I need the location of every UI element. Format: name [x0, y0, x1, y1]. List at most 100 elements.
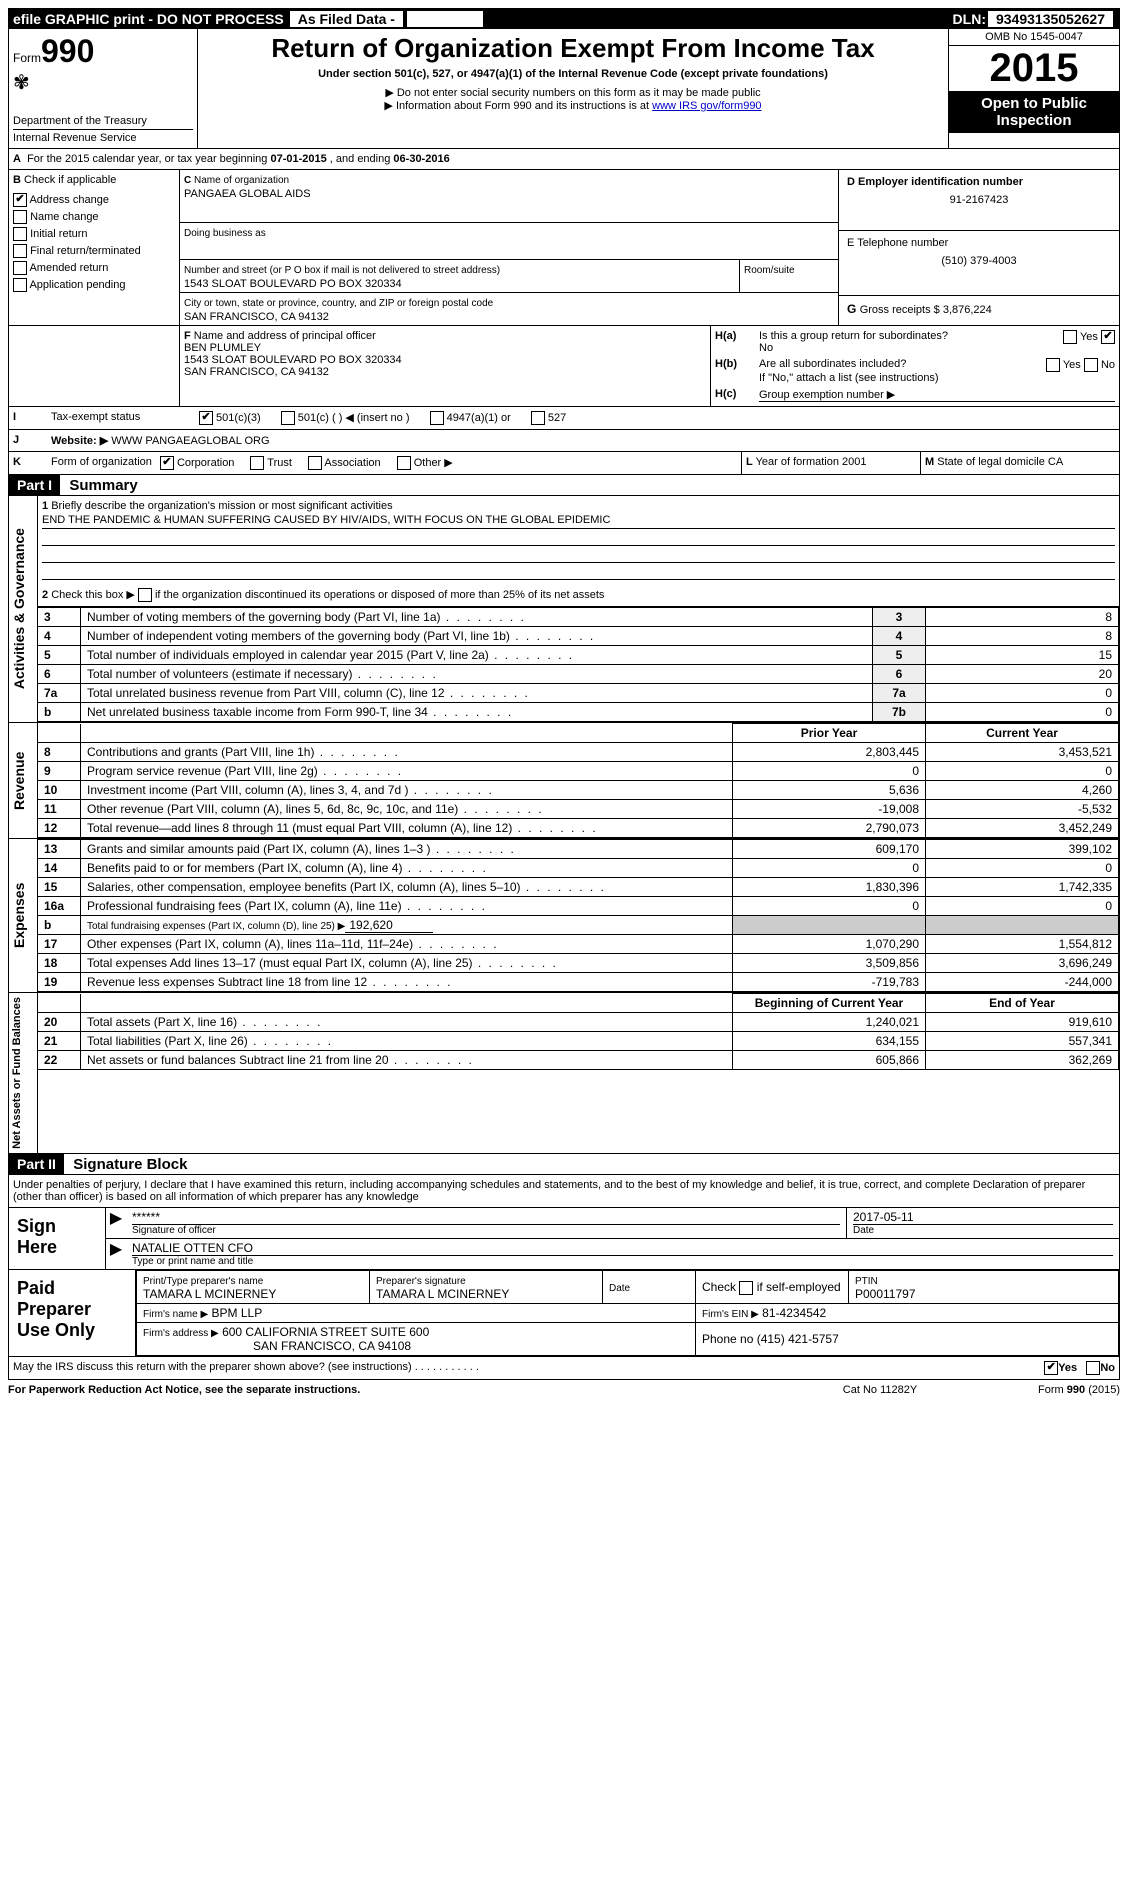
- line-a: A For the 2015 calendar year, or tax yea…: [9, 149, 1119, 170]
- firm-addr2: SAN FRANCISCO, CA 94108: [253, 1339, 411, 1353]
- b-checkbox[interactable]: [13, 227, 27, 241]
- l-label: L: [746, 456, 753, 468]
- open-to-public: Open to Public Inspection: [949, 91, 1119, 133]
- part2-header-row: Part II Signature Block: [9, 1154, 1119, 1175]
- k-checkbox[interactable]: [308, 456, 322, 470]
- q2-checkbox[interactable]: [138, 588, 152, 602]
- b-checkbox[interactable]: [13, 244, 27, 258]
- irs-label: Internal Revenue Service: [13, 129, 193, 144]
- hb-no-checkbox[interactable]: [1084, 358, 1098, 372]
- side-revenue-text: Revenue: [9, 723, 29, 838]
- b-item-label: Application pending: [29, 279, 125, 291]
- part2-title: Signature Block: [67, 1154, 193, 1175]
- q2: 2 Check this box ▶ if the organization d…: [38, 584, 1119, 607]
- line-a-end: 06-30-2016: [393, 153, 449, 165]
- sig-date: 2017-05-11: [853, 1210, 1113, 1224]
- officer-name: BEN PLUMLEY: [184, 342, 261, 354]
- part1-expenses: Expenses 13 Grants and similar amounts p…: [9, 838, 1119, 992]
- paid-preparer-label: Paid Preparer Use Only: [9, 1270, 136, 1356]
- part1-netassets: Net Assets or Fund Balances Beginning of…: [9, 992, 1119, 1154]
- f-label: F: [184, 330, 191, 342]
- self-employed-checkbox[interactable]: [739, 1281, 753, 1295]
- side-activities: Activities & Governance: [9, 496, 38, 722]
- part2-badge: Part II: [9, 1154, 64, 1174]
- officer-street: 1543 SLOAT BOULEVARD PO BOX 320334: [184, 354, 402, 366]
- i-checkbox[interactable]: [531, 411, 545, 425]
- tax-year: 2015: [949, 46, 1119, 91]
- firm-addr-label: Firm's address ▶: [143, 1328, 219, 1339]
- title-center: Return of Organization Exempt From Incom…: [198, 29, 949, 148]
- gross-receipts: Gross receipts $ 3,876,224: [860, 304, 992, 316]
- i-checkbox[interactable]: [430, 411, 444, 425]
- k-checkbox[interactable]: ✔: [160, 456, 174, 470]
- expenses-table: 13 Grants and similar amounts paid (Part…: [38, 839, 1119, 992]
- discuss-yes-checkbox[interactable]: ✔: [1044, 1361, 1058, 1375]
- section-f: F Name and address of principal officer …: [180, 326, 711, 406]
- c-name-label: Name of organization: [194, 175, 289, 186]
- fh-row: F Name and address of principal officer …: [9, 325, 1119, 406]
- b-item-label: Address change: [29, 194, 109, 206]
- side-netassets-text: Net Assets or Fund Balances: [9, 993, 25, 1153]
- k-checkbox[interactable]: [397, 456, 411, 470]
- i-checkbox[interactable]: ✔: [199, 411, 213, 425]
- form-subtitle: Under section 501(c), 527, or 4947(a)(1)…: [202, 68, 944, 80]
- b-checkbox[interactable]: [13, 210, 27, 224]
- footer-right: Form 990 (2015): [960, 1384, 1120, 1396]
- prep-name-label: Print/Type preparer's name: [143, 1276, 263, 1287]
- form-container: efile GRAPHIC print - DO NOT PROCESS As …: [8, 8, 1120, 1380]
- prep-name: TAMARA L MCINERNEY: [143, 1287, 276, 1301]
- footer-cat: Cat No 11282Y: [800, 1384, 960, 1396]
- k-checkbox[interactable]: [250, 456, 264, 470]
- self-emp-suffix: if self-employed: [753, 1280, 840, 1294]
- ha-text: Is this a group return for subordinates?: [759, 330, 948, 342]
- line-a-pre: For the 2015 calendar year, or tax year …: [27, 153, 270, 165]
- note-ssn: ▶ Do not enter social security numbers o…: [202, 86, 944, 99]
- l-text: Year of formation 2001: [756, 456, 867, 468]
- b-heading: Check if applicable: [24, 174, 116, 186]
- q1-label: 1: [42, 500, 48, 512]
- f-spacer: [9, 326, 180, 406]
- hc-label: H(c): [715, 388, 736, 400]
- ha-no-checkbox[interactable]: ✔: [1101, 330, 1115, 344]
- line-a-mid: , and ending: [330, 153, 394, 165]
- side-netassets: Net Assets or Fund Balances: [9, 993, 38, 1153]
- b-checkbox[interactable]: ✔: [13, 193, 27, 207]
- ha-yes-checkbox[interactable]: [1063, 330, 1077, 344]
- officer-city: SAN FRANCISCO, CA 94132: [184, 366, 329, 378]
- street-value: 1543 SLOAT BOULEVARD PO BOX 320334: [184, 278, 402, 290]
- b-checkbox[interactable]: [13, 261, 27, 275]
- firm-ein: 81-4234542: [762, 1306, 826, 1320]
- b-checkbox[interactable]: [13, 278, 27, 292]
- i-checkbox[interactable]: [281, 411, 295, 425]
- line-a-begin: 07-01-2015: [270, 153, 326, 165]
- irs-link[interactable]: www IRS gov/form990: [652, 100, 761, 112]
- part1-revenue: Revenue Prior Year Current Year8 Contrib…: [9, 722, 1119, 838]
- sig-stars: ******: [132, 1210, 840, 1224]
- ha-answer: No: [759, 342, 773, 354]
- part1-badge: Part I: [9, 475, 60, 495]
- i-label: I: [13, 411, 16, 423]
- m-text: State of legal domicile CA: [937, 456, 1063, 468]
- officer-printed-name: NATALIE OTTEN CFO: [132, 1241, 1113, 1255]
- sig-officer-label: Signature of officer: [132, 1224, 840, 1236]
- section-klm: K Form of organization ✔ Corporation Tru…: [9, 452, 1119, 475]
- part1-title: Summary: [63, 475, 143, 496]
- f-heading: Name and address of principal officer: [194, 330, 376, 342]
- mission-text: END THE PANDEMIC & HUMAN SUFFERING CAUSE…: [42, 512, 1115, 529]
- inspect-line2: Inspection: [996, 112, 1071, 129]
- b-item-label: Amended return: [29, 262, 108, 274]
- hb-no: No: [1101, 359, 1115, 371]
- right-block: OMB No 1545-0047 2015 Open to Public Ins…: [949, 29, 1119, 148]
- prep-sig-label: Preparer's signature: [376, 1276, 466, 1287]
- g-label: G: [847, 302, 856, 316]
- form-title: Return of Organization Exempt From Incom…: [202, 33, 944, 64]
- inspect-line1: Open to Public: [981, 95, 1087, 112]
- preparer-table: Print/Type preparer's nameTAMARA L MCINE…: [136, 1270, 1119, 1356]
- part1-activities-content: 1 Briefly describe the organization's mi…: [38, 496, 1119, 722]
- note-info-pre: ▶ Information about Form 990 and its ins…: [384, 100, 652, 112]
- d-label: D Employer identification number: [847, 176, 1111, 188]
- hc-text: Group exemption number ▶: [759, 388, 1115, 402]
- hb-yes-checkbox[interactable]: [1046, 358, 1060, 372]
- self-emp-text: Check: [702, 1280, 739, 1294]
- discuss-no-checkbox[interactable]: [1086, 1361, 1100, 1375]
